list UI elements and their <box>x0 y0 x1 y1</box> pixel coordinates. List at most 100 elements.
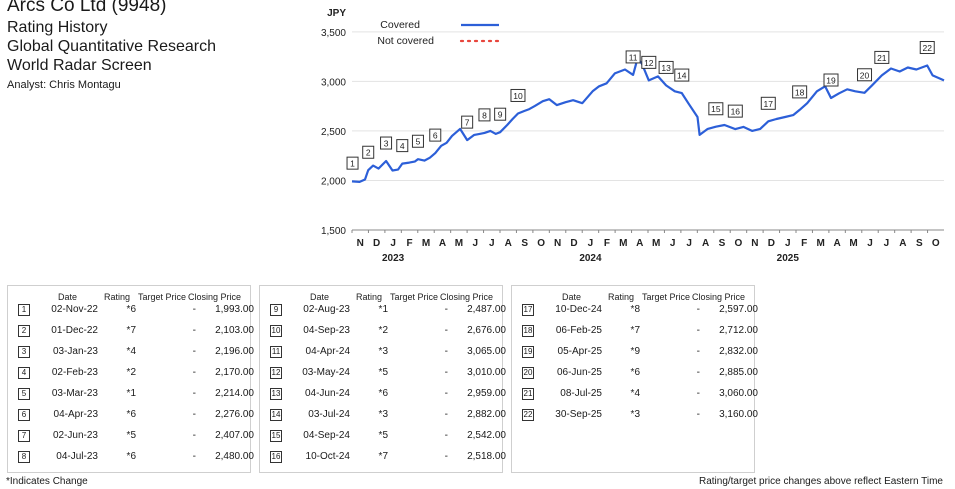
x-tick-label: A <box>899 238 906 249</box>
row-closing-price: 2,480.00 <box>215 451 254 462</box>
row-number: 10 <box>270 325 282 337</box>
row-target-price: - <box>444 430 448 441</box>
x-tick-label: O <box>932 238 940 249</box>
rating-marker-5: 5 <box>411 134 424 148</box>
marker-label: 19 <box>826 76 836 86</box>
marker-label: 9 <box>498 110 503 120</box>
marker-label: 8 <box>482 110 487 120</box>
marker-label: 11 <box>629 52 638 62</box>
table-row: 12 03-May-24 *5 - 3,010.00 <box>270 364 506 382</box>
row-target-price: - <box>444 451 448 462</box>
x-tick-label: J <box>867 238 873 249</box>
row-rating: *7 <box>378 451 388 462</box>
table-row: 10 04-Sep-23 *2 - 2,676.00 <box>270 322 506 340</box>
col-header-closing: Closing Price <box>692 292 746 302</box>
row-date: 10-Oct-24 <box>305 451 350 462</box>
row-date: 03-Jul-24 <box>308 409 350 420</box>
x-tick-label: J <box>785 238 791 249</box>
row-rating: *2 <box>378 325 388 336</box>
analyst-name: Analyst: Chris Montagu <box>7 79 121 91</box>
row-number: 12 <box>270 367 282 379</box>
marker-label: 4 <box>400 141 405 151</box>
marker-box <box>857 68 873 82</box>
year-label: 2023 <box>382 253 405 264</box>
row-rating: *4 <box>630 388 640 399</box>
x-tick-label: S <box>719 238 726 249</box>
row-rating: *6 <box>378 388 388 399</box>
row-target-price: - <box>192 451 196 462</box>
row-rating: *9 <box>630 346 640 357</box>
marker-box <box>792 85 808 99</box>
row-closing-price: 2,597.00 <box>719 304 758 315</box>
row-date: 03-May-24 <box>302 367 350 378</box>
table-row: 14 03-Jul-24 *3 - 2,882.00 <box>270 406 506 424</box>
x-tick-label: N <box>554 238 561 249</box>
rating-marker-20: 20 <box>857 68 873 82</box>
row-date: 04-Jun-24 <box>304 388 350 399</box>
marker-box <box>396 139 409 153</box>
rating-table-3: Date Rating Target Price Closing Price 17 10-… <box>511 285 758 473</box>
row-rating: *3 <box>378 346 388 357</box>
marker-label: 10 <box>513 91 523 101</box>
rating-marker-22: 22 <box>919 41 935 55</box>
x-tick-label: F <box>801 238 807 249</box>
row-date: 03-Mar-23 <box>51 388 98 399</box>
col-header-target: Target Price <box>390 292 439 302</box>
rating-marker-19: 19 <box>823 73 839 87</box>
row-closing-price: 3,160.00 <box>719 409 758 420</box>
row-date: 08-Jul-25 <box>560 388 602 399</box>
rating-marker-9: 9 <box>494 107 507 121</box>
marker-box <box>658 60 674 74</box>
rating-marker-10: 10 <box>510 88 526 102</box>
marker-box <box>760 96 776 110</box>
row-target-price: - <box>444 388 448 399</box>
row-closing-price: 2,882.00 <box>467 409 506 420</box>
table-row: 17 10-Dec-24 *8 - 2,597.00 <box>522 301 758 319</box>
rating-marker-18: 18 <box>792 85 808 99</box>
x-tick-label: J <box>588 238 594 249</box>
x-tick-label: N <box>751 238 758 249</box>
table-row: 7 02-Jun-23 *5 - 2,407.00 <box>18 427 254 445</box>
row-number: 5 <box>18 388 30 400</box>
row-target-price: - <box>696 346 700 357</box>
table-row: 4 02-Feb-23 *2 - 2,170.00 <box>18 364 254 382</box>
row-rating: *4 <box>126 346 136 357</box>
marker-box <box>362 145 375 159</box>
row-target-price: - <box>192 409 196 420</box>
company-title: Arcs Co Ltd (9948) <box>7 0 167 16</box>
row-rating: *3 <box>630 409 640 420</box>
year-label: 2024 <box>579 253 602 264</box>
rating-marker-12: 12 <box>641 55 657 69</box>
rating-marker-3: 3 <box>380 136 393 150</box>
row-target-price: - <box>444 367 448 378</box>
x-tick-label: M <box>652 238 660 249</box>
report-subtitle-3: World Radar Screen <box>7 57 152 74</box>
y-tick-label: 2,500 <box>321 127 346 138</box>
row-target-price: - <box>696 325 700 336</box>
rating-table-2: Date Rating Target Price Closing Price 9 02-A… <box>259 285 506 473</box>
row-number: 9 <box>270 304 282 316</box>
rating-marker-16: 16 <box>727 104 743 118</box>
col-header-closing: Closing Price <box>440 292 494 302</box>
row-date: 04-Jul-23 <box>56 451 98 462</box>
marker-label: 2 <box>366 148 371 158</box>
row-number: 21 <box>522 388 534 400</box>
marker-box <box>874 50 890 64</box>
row-number: 17 <box>522 304 534 316</box>
row-date: 04-Sep-23 <box>303 325 350 336</box>
x-tick-label: A <box>439 238 446 249</box>
table-row: 6 04-Apr-23 *6 - 2,276.00 <box>18 406 254 424</box>
row-date: 04-Apr-24 <box>305 346 350 357</box>
y-tick-label: 3,000 <box>321 77 346 88</box>
marker-label: 16 <box>731 107 741 117</box>
x-tick-label: J <box>390 238 396 249</box>
x-tick-label: O <box>735 238 743 249</box>
row-rating: *5 <box>378 430 388 441</box>
row-closing-price: 2,196.00 <box>215 346 254 357</box>
row-number: 15 <box>270 430 282 442</box>
marker-label: 14 <box>677 71 687 81</box>
row-closing-price: 2,542.00 <box>467 430 506 441</box>
row-closing-price: 2,885.00 <box>719 367 758 378</box>
table-row: 21 08-Jul-25 *4 - 3,060.00 <box>522 385 758 403</box>
x-tick-label: M <box>816 238 824 249</box>
